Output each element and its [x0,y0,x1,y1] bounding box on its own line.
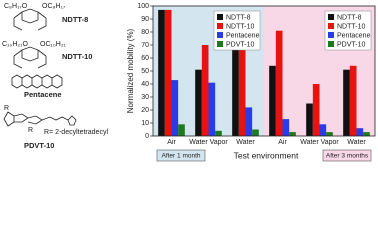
y-tick-label: 100 [137,3,149,10]
x-tick-label: Air [278,139,287,146]
y-tick-label: 40 [141,81,149,88]
molecule [11,74,63,89]
legend-swatch [217,41,223,47]
y-axis-label: Normalized mobility (%) [126,28,135,113]
legend-swatch [328,23,334,29]
figure: C₈H₁₇O OC₈H₁₇ NDTT-8 C₁₀H₂₁O OC₁₀H₂₁ NDT… [2,3,376,162]
bar [289,132,296,136]
bar [282,119,290,136]
bar [319,124,327,136]
x-tick-label: Water Vapor [189,139,228,146]
legend-swatch [217,32,223,38]
note: R= 2-decyltetradecyl [44,129,108,136]
side-chain: R [4,105,9,112]
legend-label: Pentacene [226,32,260,39]
group-label: After 1 month [161,153,200,160]
y-tick-label: 80 [141,29,149,36]
molecule-label: NDTT-10 [62,52,92,61]
bar [232,24,239,137]
y-tick-label: 10 [141,120,149,127]
bar [238,17,246,137]
group-label: After 3 months [326,153,369,160]
legend-swatch [217,14,223,20]
side-chain: R [28,127,33,134]
bar [178,124,185,136]
y-tick-label: 70 [141,42,149,49]
bar [306,103,313,136]
molecule-label: PDVT-10 [24,141,54,150]
bar [158,9,165,136]
x-tick-label: Water [236,139,255,146]
bar [275,30,283,137]
bar [363,132,370,136]
bar [208,82,216,136]
structures: C₈H₁₇O OC₈H₁₇ NDTT-8 C₁₀H₂₁O OC₁₀H₂₁ NDT… [2,3,108,150]
plot-frame [152,5,376,137]
bar [195,69,202,136]
y-tick-label: 20 [141,107,149,114]
bar [349,65,357,136]
bar [252,129,259,136]
bar [269,65,276,136]
legend-label: Pentacene [337,32,371,39]
legend-label: NDTT-10 [337,23,366,30]
bar [343,69,350,136]
y-tick-label: 50 [141,68,149,75]
legend-label: PDVT-10 [226,41,255,48]
side-chain: C₁₀H₂₁O [2,41,28,48]
x-tick-label: Air [167,139,176,146]
bar [326,132,333,136]
bar [245,107,253,136]
legend-swatch [217,23,223,29]
y-tick-label: 90 [141,16,149,23]
molecule [13,8,47,31]
molecule-label: Pentacene [24,90,62,99]
legend-swatch [328,32,334,38]
side-chain: OC₁₀H₂₁ [40,41,67,48]
molecule-label: NDTT-8 [62,15,88,24]
x-axis-label: Test environment [234,150,299,160]
molecule [13,46,47,69]
side-chain: OC₈H₁₇ [42,3,66,10]
legend-label: NDTT-8 [337,14,362,21]
bar [215,130,222,136]
legend-label: NDTT-10 [226,23,255,30]
chart: 0 10 20 30 40 50 60 70 80 90 100 Normalized mobilit… [126,3,376,162]
legend-label: PDVT-10 [337,41,366,48]
bar [201,45,209,136]
side-chain: C₈H₁₇O [4,3,28,10]
bar [312,84,320,136]
y-tick-label: 0 [145,133,149,140]
legend-label: NDTT-8 [226,14,251,21]
group-label-box [156,149,206,162]
legend-swatch [328,41,334,47]
group-label-box [322,149,372,162]
x-tick-label: Water [347,139,366,146]
y-tick-label: 30 [141,94,149,101]
molecule [3,111,77,127]
y-tick-label: 60 [141,55,149,62]
bar [356,128,364,136]
x-tick-label: Water Vapor [300,139,339,146]
bar [164,9,172,136]
bar [171,80,179,136]
legend-swatch [328,14,334,20]
